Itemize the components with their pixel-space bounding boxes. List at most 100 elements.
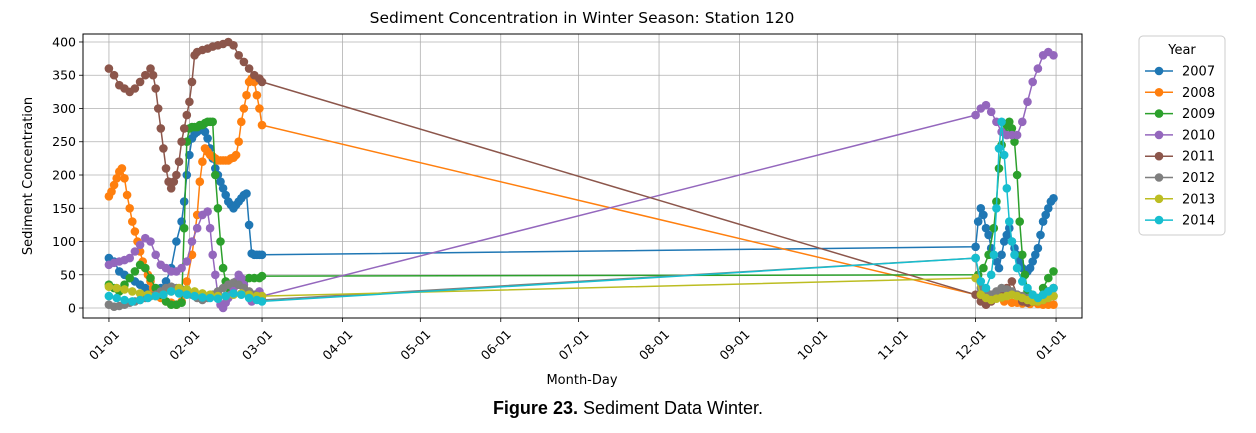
data-point: [257, 77, 267, 87]
data-point: [159, 290, 168, 300]
data-point: [1010, 250, 1019, 260]
data-point: [135, 77, 145, 87]
data-point: [177, 263, 186, 273]
data-point: [1012, 130, 1022, 140]
data-point: [1007, 124, 1017, 133]
data-point: [244, 64, 254, 73]
x-tick-label: 08-01: [636, 327, 672, 363]
series-lines: [104, 37, 1058, 313]
data-point: [252, 90, 262, 100]
data-point: [1010, 137, 1019, 146]
data-point: [208, 250, 217, 260]
data-point: [234, 137, 243, 146]
data-point: [125, 204, 134, 213]
data-point: [1038, 217, 1048, 226]
x-tick-label: 01-01: [1033, 327, 1069, 363]
x-tick-label: 03-01: [239, 327, 275, 363]
data-point: [146, 64, 155, 73]
data-point: [174, 289, 184, 298]
data-point: [166, 184, 176, 193]
data-point: [257, 297, 267, 306]
x-tick-label: 11-01: [875, 327, 911, 363]
data-point: [999, 237, 1009, 246]
data-point: [198, 157, 207, 166]
data-point: [172, 237, 181, 246]
data-point: [130, 227, 140, 236]
x-axis-label: Month-Day: [546, 373, 617, 388]
data-point: [179, 124, 189, 133]
legend-label: 2009: [1182, 107, 1215, 122]
data-point: [216, 177, 225, 186]
data-point: [1044, 204, 1053, 213]
legend-label: 2014: [1182, 214, 1215, 229]
data-point: [981, 100, 991, 110]
data-point: [981, 283, 991, 293]
data-point: [1031, 250, 1040, 260]
data-point: [981, 223, 991, 233]
data-point: [257, 271, 267, 281]
caption-label: Figure 23.: [492, 398, 578, 418]
data-point: [159, 144, 168, 153]
data-point: [1028, 257, 1037, 266]
data-point: [1041, 210, 1050, 220]
data-point: [166, 287, 176, 296]
legend-marker: [1154, 151, 1164, 161]
y-tick-label: 50: [60, 267, 76, 282]
data-point: [187, 237, 197, 246]
data-point: [185, 97, 194, 107]
data-point: [237, 273, 246, 283]
data-point: [1049, 300, 1058, 310]
data-point: [1005, 117, 1014, 127]
y-tick-label: 400: [52, 34, 76, 49]
x-tick-label: 10-01: [794, 327, 830, 363]
data-point: [112, 293, 121, 303]
data-point: [1005, 223, 1014, 233]
data-point: [120, 295, 129, 305]
data-point: [122, 190, 132, 200]
data-point: [1020, 270, 1030, 280]
data-point: [976, 277, 986, 286]
data-point: [177, 137, 186, 146]
data-point: [213, 294, 223, 304]
data-point: [195, 177, 205, 186]
legend-marker: [1154, 66, 1164, 76]
data-point: [1049, 283, 1058, 293]
data-point: [107, 187, 116, 196]
data-point: [130, 84, 140, 93]
data-point: [128, 217, 137, 226]
data-point: [229, 41, 238, 50]
data-point: [135, 295, 145, 305]
series-2007: [104, 124, 1058, 300]
legend-label: 2007: [1182, 65, 1215, 80]
legend-marker: [1154, 194, 1164, 204]
data-point: [1033, 64, 1043, 73]
data-point: [179, 223, 189, 233]
data-point: [1023, 283, 1032, 293]
data-point: [989, 250, 999, 260]
data-point: [994, 144, 1004, 153]
data-point: [125, 253, 134, 263]
data-point: [1012, 263, 1022, 273]
data-point: [218, 263, 228, 273]
data-point: [1028, 77, 1037, 87]
data-point: [971, 110, 980, 120]
y-tick-label: 250: [52, 134, 76, 149]
data-point: [203, 207, 212, 216]
data-point: [1012, 170, 1022, 180]
figure-caption: Figure 23. Sediment Data Winter.: [0, 398, 1256, 419]
data-point: [141, 70, 150, 80]
y-tick-label: 150: [52, 201, 76, 216]
data-point: [242, 90, 251, 100]
data-point: [976, 204, 986, 213]
data-point: [986, 270, 996, 280]
caption-text: Sediment Data Winter.: [577, 398, 764, 418]
data-point: [130, 247, 140, 256]
data-point: [1005, 217, 1014, 226]
data-point: [104, 282, 114, 292]
data-point: [104, 64, 114, 73]
data-point: [221, 190, 230, 200]
y-tick-label: 350: [52, 68, 76, 83]
data-point: [198, 293, 207, 302]
data-point: [109, 180, 119, 190]
